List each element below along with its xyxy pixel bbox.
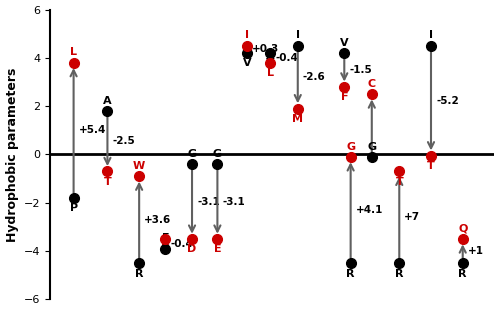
Text: R: R xyxy=(395,268,404,279)
Text: T: T xyxy=(427,161,435,171)
Text: W: W xyxy=(133,161,145,171)
Text: V: V xyxy=(242,58,252,68)
Text: +5.4: +5.4 xyxy=(78,125,106,135)
Text: P: P xyxy=(70,203,78,213)
Text: D: D xyxy=(188,244,196,254)
Text: E: E xyxy=(162,233,169,244)
Text: Q: Q xyxy=(458,224,468,234)
Text: L: L xyxy=(267,68,274,78)
Text: F: F xyxy=(340,92,348,102)
Text: K: K xyxy=(161,244,170,254)
Text: -3.1: -3.1 xyxy=(197,197,220,207)
Text: I: I xyxy=(296,30,300,40)
Text: G: G xyxy=(188,149,196,159)
Text: R: R xyxy=(458,268,467,279)
Text: G: G xyxy=(367,142,376,151)
Text: +0.3: +0.3 xyxy=(252,44,280,54)
Text: R: R xyxy=(135,268,143,279)
Text: E: E xyxy=(214,244,221,254)
Text: I: I xyxy=(429,30,433,40)
Text: A: A xyxy=(103,96,112,106)
Text: M: M xyxy=(292,114,304,124)
Text: -0.4: -0.4 xyxy=(170,239,194,249)
Text: I: I xyxy=(245,30,249,40)
Text: -3.1: -3.1 xyxy=(222,197,245,207)
Text: C: C xyxy=(368,79,376,89)
Text: V: V xyxy=(266,58,274,68)
Text: +1: +1 xyxy=(468,246,484,256)
Text: R: R xyxy=(346,268,355,279)
Text: L: L xyxy=(70,47,77,58)
Text: +3.6: +3.6 xyxy=(144,215,172,225)
Text: -5.2: -5.2 xyxy=(436,96,459,106)
Text: -0.4: -0.4 xyxy=(276,53,298,63)
Text: -2.5: -2.5 xyxy=(112,136,136,146)
Text: +7: +7 xyxy=(404,212,420,222)
Text: G: G xyxy=(346,142,355,151)
Text: V: V xyxy=(340,38,348,48)
Text: T: T xyxy=(104,177,112,187)
Text: -2.6: -2.6 xyxy=(303,72,326,82)
Text: +4.1: +4.1 xyxy=(356,205,383,215)
Text: T: T xyxy=(396,177,403,187)
Text: -1.5: -1.5 xyxy=(350,65,372,75)
Text: G: G xyxy=(213,149,222,159)
Y-axis label: Hydrophobic parameters: Hydrophobic parameters xyxy=(6,67,18,242)
